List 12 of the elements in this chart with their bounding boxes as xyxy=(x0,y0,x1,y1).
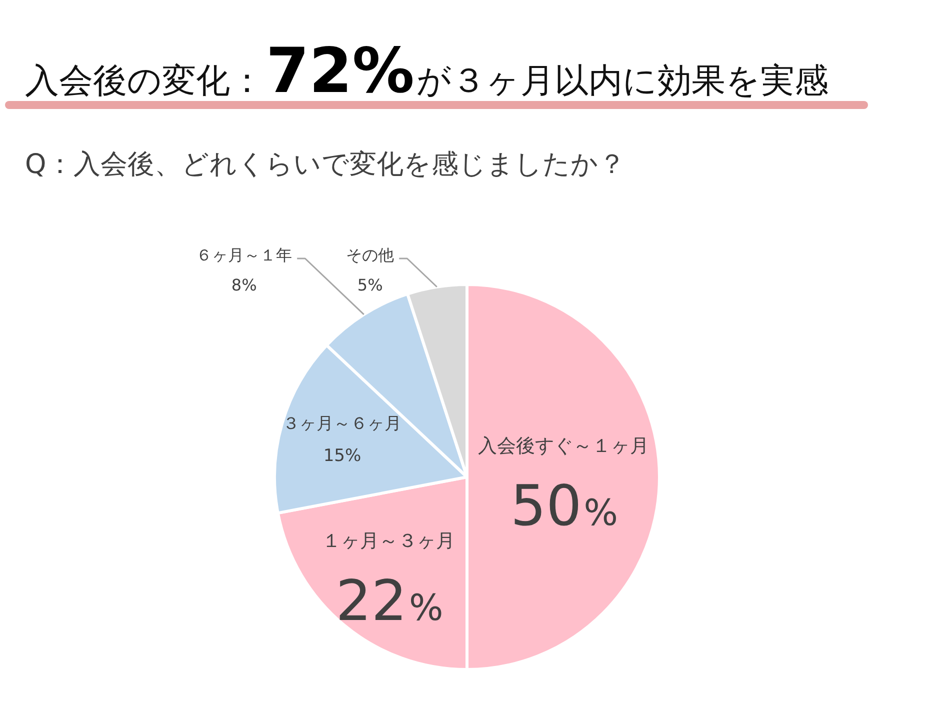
data-label: 50% xyxy=(510,474,618,539)
data-label: 8% xyxy=(231,276,257,295)
chart-title: 入会後の変化：72%が３ヶ月以内に効果を実感 xyxy=(25,34,828,107)
data-label: 15% xyxy=(323,446,362,466)
slice-label: ６ヶ月～１年 xyxy=(196,246,292,265)
slice-label: １ヶ月～３ヶ月 xyxy=(322,530,455,552)
data-label: 5% xyxy=(357,276,383,295)
data-label: 22% xyxy=(336,568,444,634)
chart-subtitle: Q：入会後、どれくらいで変化を感じましたか？ xyxy=(25,148,626,182)
slice-label: ３ヶ月～６ヶ月 xyxy=(282,414,402,434)
slice-label: その他 xyxy=(346,246,394,265)
slice-label: 入会後すぐ～１ヶ月 xyxy=(478,434,649,457)
